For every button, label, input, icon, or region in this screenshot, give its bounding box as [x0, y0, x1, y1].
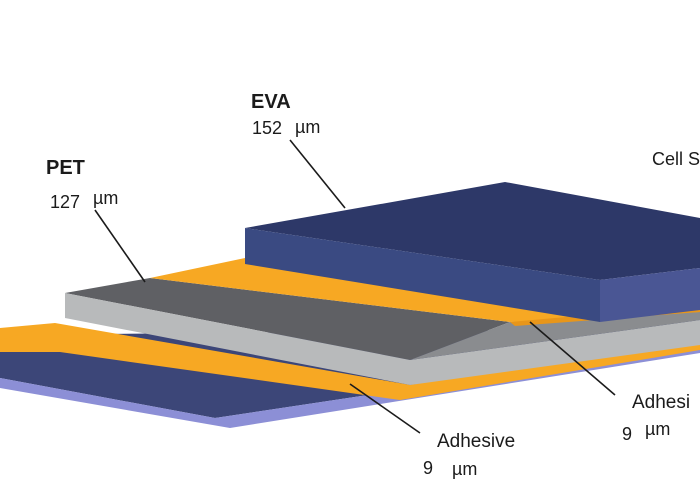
adhesive-bottom-leader-line — [349, 383, 421, 434]
adhesive-bottom-label-name: Adhesive — [437, 431, 515, 452]
eva-layer-right — [600, 268, 700, 322]
adhesive-right-leader-line — [529, 321, 616, 396]
eva-label-unit: µm — [295, 117, 320, 137]
eva-layer — [245, 182, 700, 322]
pet-layer-top — [65, 278, 510, 360]
pet-layer-right — [410, 320, 700, 385]
adhesive-right-label-unit: µm — [645, 419, 670, 439]
cell-label-name: Cell S — [652, 149, 700, 169]
adhesive-bottom-label-unit: µm — [452, 459, 477, 479]
eva-leader-line — [289, 139, 346, 209]
adhesive-right-label-thickness: 9 — [622, 424, 632, 444]
pet-layer-front — [65, 293, 410, 385]
eva-layer-top — [245, 182, 700, 280]
eva-label-name: EVA — [251, 91, 291, 113]
pet-layer — [65, 278, 700, 385]
pet-label-thickness: 127 — [50, 192, 80, 212]
eva-label-thickness: 152 — [252, 118, 282, 138]
pet-layer-right-top — [410, 305, 700, 360]
pet-label-name: PET — [46, 157, 85, 179]
pet-label-unit: µm — [93, 188, 118, 208]
pet-leader-line — [94, 209, 146, 283]
adhesive-right-label-name: Adhesi — [632, 392, 690, 413]
eva-layer-front — [245, 228, 600, 322]
adhesive-bottom-label-thickness: 9 — [423, 458, 433, 478]
